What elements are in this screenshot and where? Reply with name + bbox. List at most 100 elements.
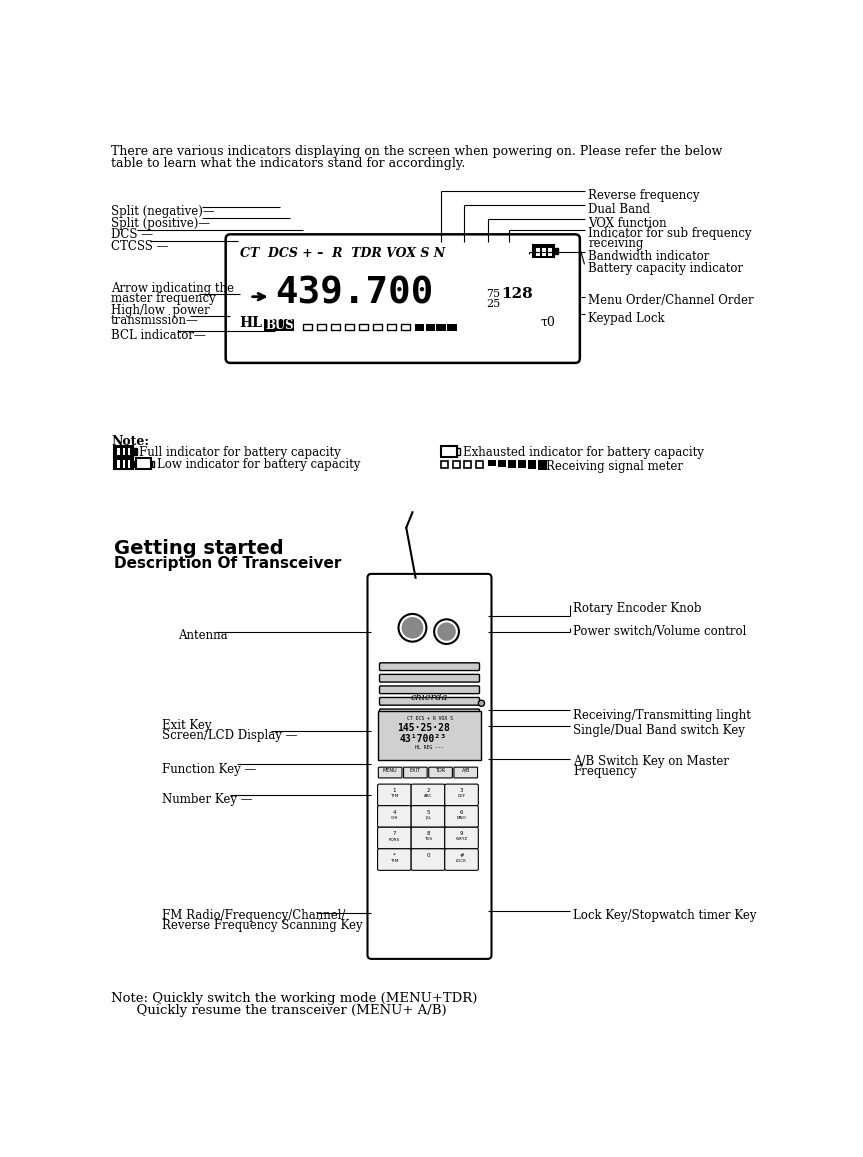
FancyBboxPatch shape bbox=[411, 805, 444, 827]
FancyBboxPatch shape bbox=[135, 458, 151, 470]
FancyBboxPatch shape bbox=[123, 448, 125, 456]
Text: ABC: ABC bbox=[424, 794, 432, 798]
Text: Split (negative)—: Split (negative)— bbox=[111, 205, 215, 218]
Text: Rotary Encoder Knob: Rotary Encoder Knob bbox=[573, 603, 702, 616]
Text: Battery capacity indicator: Battery capacity indicator bbox=[589, 261, 744, 275]
Text: LOCK: LOCK bbox=[457, 858, 467, 863]
FancyBboxPatch shape bbox=[444, 849, 478, 870]
FancyBboxPatch shape bbox=[380, 709, 480, 716]
FancyBboxPatch shape bbox=[368, 574, 492, 959]
Text: master frequency: master frequency bbox=[111, 292, 216, 305]
Circle shape bbox=[478, 700, 484, 706]
Text: TFM: TFM bbox=[390, 794, 399, 798]
Text: FM Radio/Frequency/Channel/: FM Radio/Frequency/Channel/ bbox=[162, 909, 345, 922]
FancyBboxPatch shape bbox=[429, 767, 452, 778]
Text: High/low  power: High/low power bbox=[111, 304, 210, 317]
FancyBboxPatch shape bbox=[415, 324, 424, 331]
FancyBboxPatch shape bbox=[536, 249, 539, 256]
Text: BCL indicator—: BCL indicator— bbox=[111, 329, 205, 342]
FancyBboxPatch shape bbox=[134, 449, 136, 455]
FancyBboxPatch shape bbox=[532, 245, 554, 257]
Text: Reverse frequency: Reverse frequency bbox=[589, 189, 700, 201]
Text: TDR: TDR bbox=[436, 768, 445, 773]
Text: GHI: GHI bbox=[391, 816, 398, 819]
Text: 75: 75 bbox=[486, 289, 501, 299]
Text: 8: 8 bbox=[426, 831, 430, 837]
Text: transmission—: transmission— bbox=[111, 315, 198, 327]
FancyBboxPatch shape bbox=[378, 710, 482, 760]
FancyBboxPatch shape bbox=[114, 447, 133, 457]
Text: A/B: A/B bbox=[462, 768, 470, 773]
Text: HL REG ---: HL REG --- bbox=[415, 745, 444, 750]
Text: 3: 3 bbox=[460, 788, 463, 793]
Text: Power switch/Volume control: Power switch/Volume control bbox=[573, 626, 746, 639]
FancyBboxPatch shape bbox=[507, 460, 516, 467]
Text: There are various indicators displaying on the screen when powering on. Please r: There are various indicators displaying … bbox=[111, 145, 722, 159]
Text: Frequency: Frequency bbox=[573, 765, 637, 778]
Text: Number Key —: Number Key — bbox=[162, 794, 253, 806]
FancyBboxPatch shape bbox=[378, 767, 402, 778]
FancyBboxPatch shape bbox=[444, 827, 478, 849]
FancyBboxPatch shape bbox=[411, 784, 444, 805]
FancyBboxPatch shape bbox=[437, 324, 446, 331]
Text: Function Key —: Function Key — bbox=[162, 762, 256, 775]
FancyBboxPatch shape bbox=[548, 249, 552, 256]
FancyBboxPatch shape bbox=[378, 784, 411, 805]
Text: receiving: receiving bbox=[589, 237, 644, 250]
Text: τ0: τ0 bbox=[540, 316, 555, 329]
FancyBboxPatch shape bbox=[380, 686, 480, 694]
FancyBboxPatch shape bbox=[542, 249, 545, 256]
FancyBboxPatch shape bbox=[134, 460, 136, 467]
Text: Keypad Lock: Keypad Lock bbox=[589, 312, 665, 325]
FancyBboxPatch shape bbox=[378, 827, 411, 849]
Text: #: # bbox=[459, 853, 463, 857]
Text: DCS —: DCS — bbox=[111, 228, 153, 241]
Text: DEF: DEF bbox=[457, 794, 466, 798]
Text: Receiving/Transmitting linght: Receiving/Transmitting linght bbox=[573, 708, 751, 722]
FancyBboxPatch shape bbox=[454, 767, 477, 778]
FancyBboxPatch shape bbox=[411, 849, 444, 870]
Text: 128: 128 bbox=[501, 287, 532, 301]
FancyBboxPatch shape bbox=[411, 827, 444, 849]
Text: 25: 25 bbox=[486, 299, 501, 309]
Circle shape bbox=[438, 622, 456, 641]
Text: BUSY: BUSY bbox=[265, 319, 302, 332]
Text: PQRS: PQRS bbox=[388, 838, 400, 841]
Text: Single/Dual Band switch Key: Single/Dual Band switch Key bbox=[573, 724, 745, 737]
FancyBboxPatch shape bbox=[264, 319, 294, 331]
Text: MNO: MNO bbox=[457, 816, 466, 819]
Text: CT DCS + R VOX S: CT DCS + R VOX S bbox=[406, 716, 452, 721]
Text: 0: 0 bbox=[426, 853, 430, 857]
Text: HL: HL bbox=[240, 316, 262, 330]
Text: CT  DCS + –  R  TDR VOX S N: CT DCS + – R TDR VOX S N bbox=[240, 246, 444, 259]
Text: JKL: JKL bbox=[425, 816, 431, 819]
Text: 7: 7 bbox=[393, 831, 396, 837]
Text: Note:: Note: bbox=[111, 435, 149, 448]
Text: Indicator for sub frequency: Indicator for sub frequency bbox=[589, 228, 752, 241]
Text: MENU: MENU bbox=[383, 768, 398, 773]
Text: *: * bbox=[393, 853, 396, 857]
Text: Description Of Transceiver: Description Of Transceiver bbox=[114, 557, 342, 572]
Text: Menu Order/Channel Order: Menu Order/Channel Order bbox=[589, 294, 754, 308]
Text: Getting started: Getting started bbox=[114, 539, 284, 558]
Circle shape bbox=[401, 617, 423, 639]
Text: Note: Quickly switch the working mode (MENU+TDR): Note: Quickly switch the working mode (M… bbox=[111, 992, 477, 1005]
FancyBboxPatch shape bbox=[128, 448, 130, 456]
FancyBboxPatch shape bbox=[488, 460, 496, 466]
Text: table to learn what the indicators stand for accordingly.: table to learn what the indicators stand… bbox=[111, 157, 465, 170]
FancyBboxPatch shape bbox=[441, 447, 457, 457]
Text: Receiving signal meter: Receiving signal meter bbox=[545, 460, 683, 473]
Text: 2: 2 bbox=[426, 788, 430, 793]
FancyBboxPatch shape bbox=[378, 805, 411, 827]
Text: 1: 1 bbox=[393, 788, 396, 793]
Text: 4: 4 bbox=[393, 810, 396, 815]
Text: Antenna: Antenna bbox=[178, 629, 227, 642]
Text: 9: 9 bbox=[460, 831, 463, 837]
Text: Exit Key: Exit Key bbox=[162, 720, 211, 732]
Text: 145·25·28: 145·25·28 bbox=[397, 723, 450, 734]
Text: VOX function: VOX function bbox=[589, 216, 667, 229]
FancyBboxPatch shape bbox=[457, 449, 460, 455]
Text: CTCSS —: CTCSS — bbox=[111, 239, 168, 252]
Text: 5: 5 bbox=[426, 810, 430, 815]
FancyBboxPatch shape bbox=[555, 249, 558, 255]
